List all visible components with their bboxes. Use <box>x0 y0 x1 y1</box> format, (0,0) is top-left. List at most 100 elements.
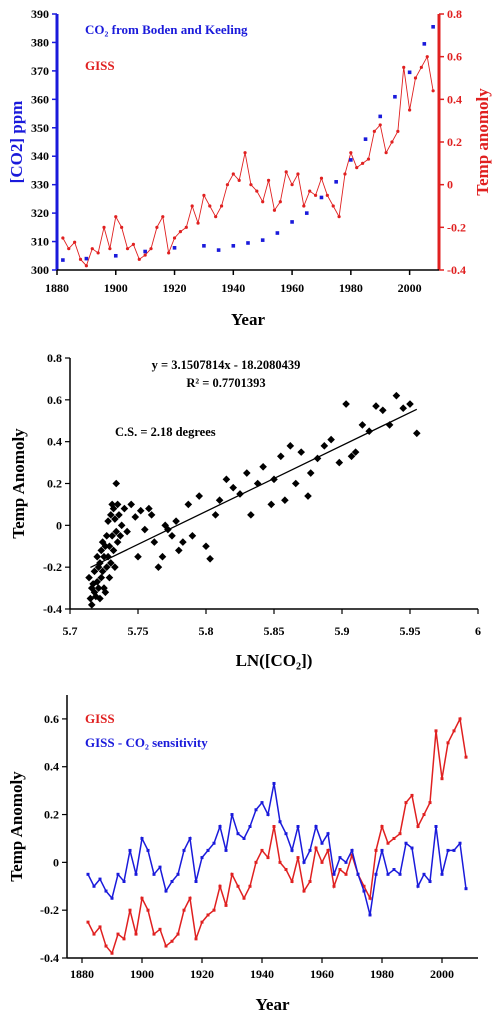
chart3-giss-minus-co2-point <box>320 841 324 845</box>
chart2-point <box>222 475 231 484</box>
chart1-giss-point <box>378 123 382 127</box>
chart1-co2-point <box>231 244 236 248</box>
chart1-x-tick-label: 1880 <box>45 281 69 295</box>
chart2-point <box>107 559 115 567</box>
chart1-left-tick-label: 320 <box>31 206 49 220</box>
chart2-point <box>111 563 119 571</box>
chart1-co2-point <box>172 246 177 250</box>
chart3-giss-point <box>200 920 204 924</box>
chart1-giss-point <box>73 240 77 244</box>
chart3-giss-minus-co2-point <box>170 879 174 883</box>
chart3-giss-minus-co2-point <box>110 896 114 900</box>
chart2-point <box>347 452 356 461</box>
chart2-point <box>358 421 367 429</box>
chart1-co2-point <box>275 231 280 235</box>
chart2-x-axis-title: LN([CO₂]) <box>236 651 313 670</box>
chart3-giss-point <box>380 825 384 828</box>
chart1-giss-point <box>272 208 277 212</box>
chart3-giss-point <box>428 801 432 805</box>
chart1-giss-point <box>343 172 347 176</box>
chart2-y-tick-label: 0.4 <box>47 435 62 449</box>
chart3-giss-minus-co2-point <box>224 848 228 852</box>
chart3-giss-point <box>314 846 318 850</box>
chart3-giss-point <box>206 913 210 917</box>
chart2-point <box>109 504 118 513</box>
chart1-giss-point <box>231 172 235 176</box>
chart3-giss-minus-co2-point <box>152 872 156 876</box>
chart1-giss-point <box>325 193 329 197</box>
chart2-point <box>102 563 111 571</box>
chart3-giss-point <box>404 801 408 805</box>
chart1-legend-co2: CO₂ from Boden and Keeling <box>85 22 248 37</box>
chart3-giss-minus-co2-point <box>260 801 264 805</box>
chart2-point <box>150 538 159 546</box>
chart3-giss-minus-co2-point <box>452 848 456 852</box>
chart2-point <box>385 421 394 429</box>
chart1-co2-point <box>304 211 309 215</box>
chart2-point <box>96 559 104 567</box>
chart1-giss-point <box>278 200 282 204</box>
chart3-x-tick-label: 1920 <box>190 967 214 981</box>
chart3-giss-point <box>86 920 90 924</box>
chart2-trendline <box>90 408 418 569</box>
chart2-point <box>161 521 169 530</box>
chart1-giss-point <box>202 193 206 197</box>
chart2-point <box>243 469 251 477</box>
chart2-point <box>113 500 122 509</box>
chart2-equation: y = 3.1507814x - 18.2080439 <box>152 358 301 372</box>
chart2-y-tick-label: -0.4 <box>43 602 62 616</box>
chart2-point <box>291 479 300 488</box>
chart3-giss-minus-co2-point <box>188 836 192 840</box>
chart1-giss-point <box>290 183 294 187</box>
chart1-giss-point <box>219 204 224 208</box>
chart2-point <box>112 479 121 488</box>
chart2-point <box>372 402 380 410</box>
chart1-right-tick-label: 0.8 <box>447 7 462 21</box>
chart3-x-tick-label: 1980 <box>370 967 394 981</box>
chart3-giss-point <box>446 741 450 745</box>
chart3-giss-point <box>362 884 366 888</box>
chart1-right-tick-label: 0.6 <box>447 50 462 64</box>
chart2-point <box>270 475 278 484</box>
chart1-giss-point <box>149 247 153 251</box>
chart2-point <box>267 500 276 509</box>
chart1-giss-point <box>178 230 183 234</box>
chart2-point <box>202 542 210 551</box>
chart2-y-tick-label: 0 <box>56 518 62 532</box>
chart1-co2-point <box>246 241 250 245</box>
chart3-giss-minus-co2-point <box>458 841 462 845</box>
chart3-x-tick-label: 1900 <box>130 967 154 981</box>
chart3-giss-point <box>368 896 372 900</box>
chart2-point <box>93 552 101 561</box>
chart1-right-tick-label: -0.4 <box>447 263 466 277</box>
chart2-point <box>351 448 360 456</box>
chart1-right-tick-label: 0.4 <box>447 92 462 106</box>
chart3-giss-minus-co2-point <box>206 848 210 852</box>
chart1-giss-point <box>431 89 435 93</box>
chart3-x-tick-label: 1960 <box>310 967 334 981</box>
chart2-point <box>168 531 176 540</box>
chart1-giss-point <box>396 129 400 133</box>
chart2-r-squared: R² = 0.7701393 <box>186 376 265 390</box>
chart1-giss-point <box>143 253 147 257</box>
chart1-co2-point <box>431 25 435 29</box>
chart2-point <box>112 527 121 536</box>
chart2-point <box>335 458 344 467</box>
chart3-giss-point <box>122 937 126 941</box>
chart1-x-axis-title: Year <box>231 310 265 329</box>
chart1-left-tick-label: 380 <box>31 35 49 49</box>
chart2-point <box>313 454 322 463</box>
chart1-giss-point <box>184 225 188 229</box>
chart3-giss-point <box>110 951 114 955</box>
chart3-y-tick-label: 0.6 <box>44 712 59 726</box>
chart1-giss-point <box>237 178 241 182</box>
chart3-giss-point <box>236 884 240 888</box>
chart1-giss-point <box>296 172 300 176</box>
chart2-x-tick-label: 5.8 <box>199 624 214 638</box>
chart3-giss-minus-co2-point <box>140 836 144 840</box>
chart2-point <box>108 500 116 509</box>
chart1-giss-point <box>384 151 388 155</box>
chart1-x-tick-label: 2000 <box>398 281 422 295</box>
chart1-giss-point <box>261 200 265 204</box>
chart2-point <box>105 573 114 582</box>
